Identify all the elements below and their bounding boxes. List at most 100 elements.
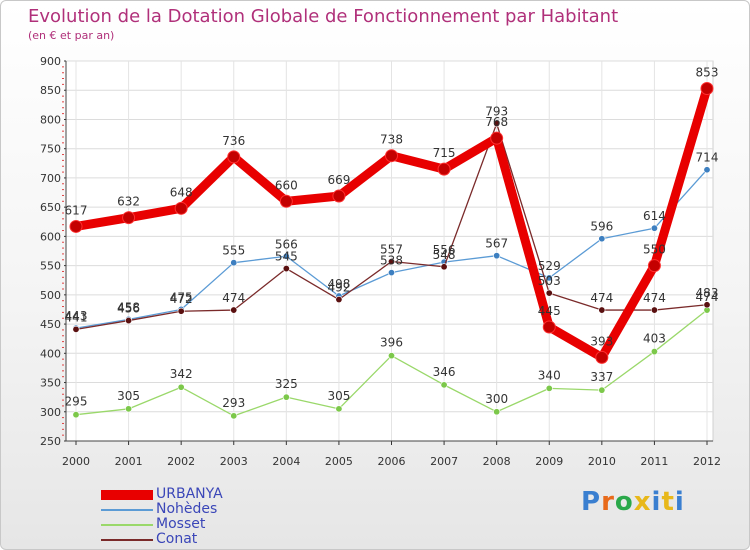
data-point-urbanya [542,320,556,334]
logo-letter: i [651,487,662,517]
data-label-urbanya: 853 [696,65,719,79]
data-label-nohèdes: 555 [222,244,245,258]
data-label-conat: 557 [380,243,403,257]
data-label-conat: 456 [117,302,140,316]
data-label-conat: 492 [327,281,350,295]
logo-letter: r [601,487,615,517]
data-label-nohèdes: 567 [485,237,508,251]
logo-letter: t [661,487,675,517]
data-label-urbanya: 445 [538,304,561,318]
data-point-urbanya [279,194,293,208]
data-point-conat [387,258,395,266]
data-label-urbanya: 669 [327,173,350,187]
data-point-mosset [650,348,658,356]
data-label-mosset: 396 [380,336,403,350]
data-point-conat [230,306,238,314]
data-point-urbanya [69,219,83,233]
legend-swatch [101,509,153,511]
data-label-conat: 548 [433,248,456,262]
y-tick-label: 450 [40,318,61,331]
data-label-nohèdes: 556 [433,243,456,257]
data-label-conat: 474 [590,291,613,305]
data-label-conat: 472 [170,292,193,306]
data-label-mosset: 403 [643,332,666,346]
data-label-nohèdes: 475 [170,290,193,304]
data-label-conat: 545 [275,250,298,264]
data-point-nohèdes [545,274,553,282]
data-point-conat [440,263,448,271]
data-label-mosset: 337 [590,370,613,384]
x-tick-label: 2010 [588,455,616,468]
data-point-mosset [230,412,238,420]
x-tick-label: 2002 [167,455,195,468]
data-point-conat [335,296,343,304]
data-point-mosset [493,408,501,416]
y-tick-label: 600 [40,230,61,243]
data-label-mosset: 342 [170,367,193,381]
x-tick-label: 2006 [378,455,406,468]
data-label-nohèdes: 458 [117,300,140,314]
x-tick-label: 2005 [325,455,353,468]
y-tick-label: 700 [40,172,61,185]
data-point-urbanya [227,150,241,164]
logo-letter: x [633,487,652,517]
data-point-mosset [282,393,290,401]
data-label-conat: 474 [222,291,245,305]
data-label-urbanya: 393 [590,334,613,348]
y-tick-label: 750 [40,143,61,156]
data-label-mosset: 305 [327,389,350,403]
legend-label: Nohèdes [156,501,218,517]
data-label-conat: 503 [538,274,561,288]
legend-label: Mosset [156,516,206,532]
data-point-mosset [177,383,185,391]
y-tick-label: 500 [40,289,61,302]
y-tick-label: 550 [40,260,61,273]
x-tick-label: 2011 [640,455,668,468]
data-label-nohèdes: 566 [275,237,298,251]
data-point-nohèdes [230,259,238,267]
data-point-urbanya [174,201,188,215]
data-label-mosset: 293 [222,396,245,410]
data-label-mosset: 305 [117,389,140,403]
data-point-nohèdes [703,166,711,174]
x-tick-label: 2012 [693,455,721,468]
legend-label: Conat [156,531,198,547]
data-label-nohèdes: 714 [696,151,719,165]
data-point-conat [282,265,290,273]
x-tick-label: 2009 [535,455,563,468]
data-point-urbanya [385,149,398,163]
legend-swatch [101,539,153,541]
data-point-mosset [545,384,553,392]
data-label-urbanya: 550 [643,243,666,257]
data-label-urbanya: 660 [275,178,298,192]
x-tick-label: 2004 [272,455,300,468]
data-label-nohèdes: 498 [327,277,350,291]
data-point-conat [125,317,133,325]
data-point-urbanya [700,81,714,95]
data-label-nohèdes: 443 [65,309,88,323]
y-tick-label: 400 [40,347,61,360]
data-point-mosset [72,411,80,419]
data-point-mosset [440,381,448,389]
data-label-conat: 793 [485,105,508,119]
data-point-urbanya [490,131,504,145]
data-label-mosset: 346 [433,365,456,379]
data-point-conat [545,289,553,297]
data-label-urbanya: 632 [117,195,140,209]
data-label-conat: 441 [65,310,88,324]
data-point-conat [72,325,80,333]
data-point-conat [703,301,711,309]
data-point-urbanya [122,211,136,225]
legend-label: URBANYA [156,486,223,502]
logo-letter: i [674,487,685,517]
y-tick-label: 300 [40,406,61,419]
data-point-urbanya [647,259,661,273]
data-label-urbanya: 648 [170,185,193,199]
data-label-mosset: 300 [485,392,508,406]
proxiti-logo: Proxiti [581,487,685,517]
data-point-mosset [598,386,606,394]
data-label-conat: 483 [696,286,719,300]
plot-area [65,60,714,442]
